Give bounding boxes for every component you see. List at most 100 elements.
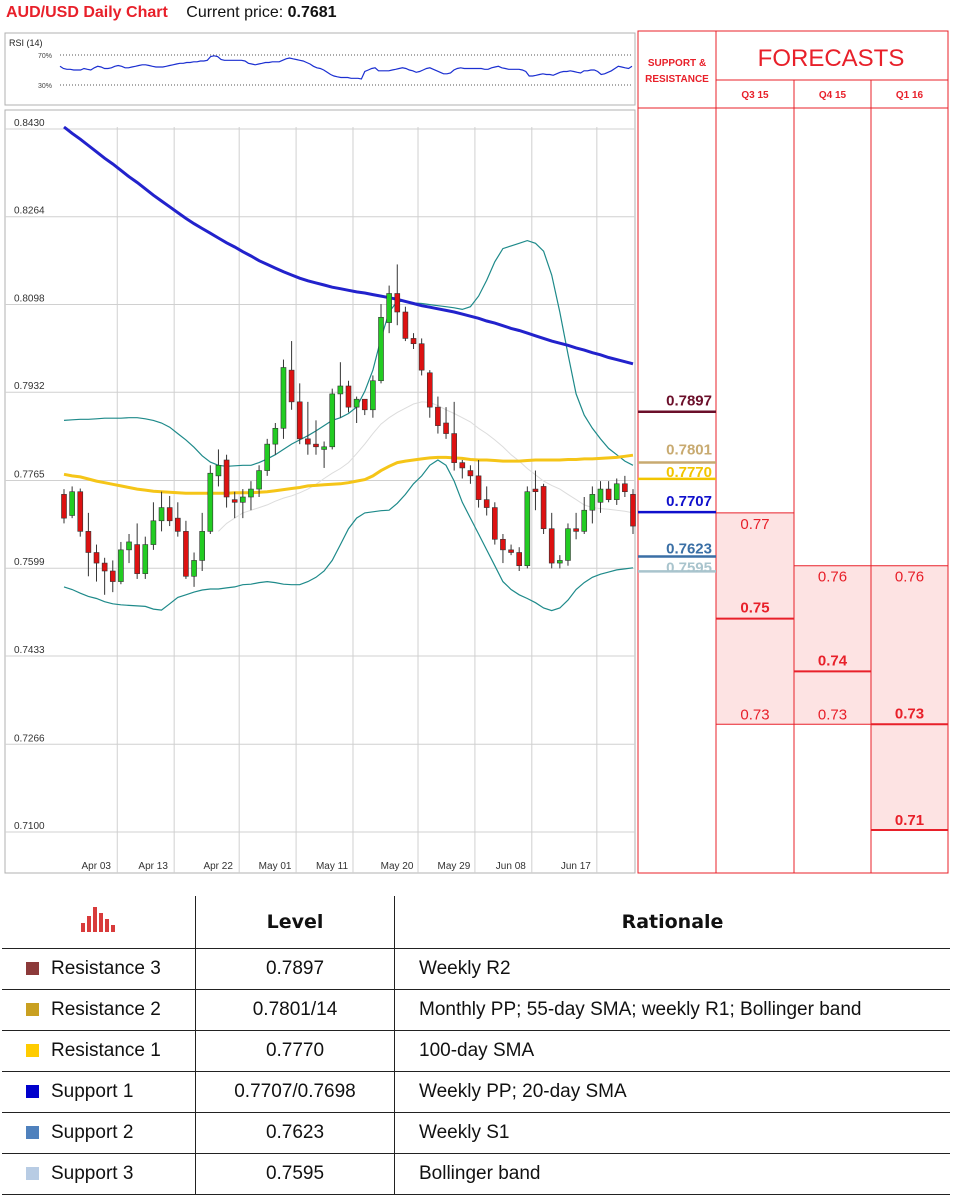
candle-body xyxy=(394,293,401,313)
level-value: 0.7801/14 xyxy=(195,989,395,1031)
level-name: Resistance 2 xyxy=(51,999,161,1020)
x-tick-label: Apr 22 xyxy=(203,861,233,872)
forecast-range-fill xyxy=(794,565,871,725)
sma20-line xyxy=(218,401,634,532)
y-tick-label: 0.8264 xyxy=(14,206,45,217)
candle-body xyxy=(475,475,482,500)
forecast-high-value: 0.76 xyxy=(818,569,847,586)
candle-body xyxy=(313,443,319,448)
forecast-high-value: 0.77 xyxy=(740,516,769,533)
color-swatch xyxy=(26,1167,39,1180)
candle-body xyxy=(305,438,311,445)
rsi-level-30: 30% xyxy=(38,83,52,90)
table-row: Support 2 0.7623 Weekly S1 xyxy=(2,1112,950,1154)
x-tick-label: May 11 xyxy=(316,861,348,872)
forecast-panel: SUPPORT & RESISTANCE FORECASTS Q3 15 Q4 1… xyxy=(637,30,949,874)
candle-body xyxy=(516,552,523,567)
y-tick-label: 0.7765 xyxy=(14,470,45,481)
sr-level-value: 0.7801 xyxy=(666,441,712,458)
candle-body xyxy=(93,552,100,564)
candlesticks xyxy=(61,264,636,595)
candle-body xyxy=(150,520,157,545)
x-axis-labels: Apr 03 Apr 13 Apr 22 May 01 May 11 May 20 May … xyxy=(82,861,592,872)
candle-body xyxy=(248,488,254,498)
y-axis-labels: 0.8430 0.8264 0.8098 0.7932 0.7765 0.7599 0.74… xyxy=(14,118,45,832)
level-name-cell: Resistance 3 xyxy=(2,948,196,990)
sr-level-value: 0.7897 xyxy=(666,393,712,410)
level-name-cell: Resistance 2 xyxy=(2,989,196,1031)
level-value: 0.7595 xyxy=(195,1153,395,1195)
forecast-low-value: 0.73 xyxy=(740,706,769,723)
y-tick-label: 0.7932 xyxy=(14,381,45,392)
sr-header-line2: RESISTANCE xyxy=(645,74,709,85)
candle-body xyxy=(199,531,205,561)
candle-body xyxy=(77,491,84,532)
candle-body xyxy=(101,562,108,572)
candle-body xyxy=(630,494,636,527)
level-rationale: Bollinger band xyxy=(394,1153,950,1195)
candle-body xyxy=(158,507,165,522)
candle-body xyxy=(240,496,246,503)
rsi-panel: RSI (14) 70% 30% xyxy=(4,32,636,106)
candle-body xyxy=(329,393,336,448)
candle-body xyxy=(223,459,230,498)
bar-chart-icon xyxy=(80,907,115,932)
rsi-label: RSI (14) xyxy=(9,38,43,48)
quarter-label: Q4 15 xyxy=(819,90,847,101)
candle-body xyxy=(126,541,132,551)
candle-body xyxy=(142,544,149,574)
color-swatch xyxy=(26,1126,39,1139)
panel-border xyxy=(637,30,949,874)
sma200-line xyxy=(63,125,634,366)
table-row: Resistance 1 0.7770 100-day SMA xyxy=(2,1030,950,1072)
candle-body xyxy=(540,486,547,530)
candle-body xyxy=(524,491,531,567)
vertical-gridlines xyxy=(116,127,598,873)
level-value: 0.7770 xyxy=(195,1030,395,1072)
rsi-line xyxy=(59,55,633,80)
candle-body xyxy=(435,406,441,426)
candle-body xyxy=(175,517,181,532)
candle-body xyxy=(231,499,238,503)
title-row: AUD/USD Daily Chart Current price: 0.768… xyxy=(6,4,337,28)
quarter-labels: Q3 15 Q4 15 Q1 16 xyxy=(741,90,923,101)
candle-body xyxy=(345,385,352,408)
candle-body xyxy=(207,472,214,532)
sr-level-value: 0.7770 xyxy=(666,464,712,481)
x-tick-label: May 20 xyxy=(381,861,414,872)
level-value: 0.7707/0.7698 xyxy=(195,1071,395,1113)
y-tick-label: 0.7100 xyxy=(14,821,45,832)
x-tick-label: Jun 17 xyxy=(561,861,591,872)
forecast-high-value: 0.76 xyxy=(895,569,924,586)
candle-body xyxy=(605,488,612,500)
level-name: Support 2 xyxy=(51,1122,134,1143)
candle-body xyxy=(272,427,279,445)
sr-header-line1: SUPPORT & xyxy=(648,58,706,69)
candle-body xyxy=(69,491,75,516)
candle-body xyxy=(508,549,514,553)
candle-body xyxy=(370,380,376,411)
candle-body xyxy=(418,343,425,371)
candle-body xyxy=(622,483,628,493)
candle-body xyxy=(410,338,417,345)
color-swatch xyxy=(26,1003,39,1016)
candle-body xyxy=(483,499,490,508)
candle-body xyxy=(215,464,222,477)
chart-area: RSI (14) 70% 30% 0.8430 0.8264 0.8098 0.793… xyxy=(4,30,949,874)
forecast-values: 0.77 0.75 0.73 0.76 0.74 0.73 0.76 0.73 0.71 xyxy=(740,516,924,829)
forecast-mid-value: 0.74 xyxy=(818,652,848,669)
candle-body xyxy=(288,369,295,403)
y-tick-label: 0.7433 xyxy=(14,645,45,656)
current-price-label: Current price: xyxy=(186,4,284,21)
x-tick-label: Apr 13 xyxy=(138,861,168,872)
candle-body xyxy=(386,293,392,323)
candle-body xyxy=(378,316,384,382)
level-name-cell: Support 2 xyxy=(2,1112,196,1154)
color-swatch xyxy=(26,962,39,975)
candle-body xyxy=(296,401,303,440)
sr-level-value: 0.7707 xyxy=(666,493,712,510)
candle-body xyxy=(581,509,588,532)
level-rationale: 100-day SMA xyxy=(394,1030,950,1072)
level-name: Resistance 3 xyxy=(51,958,161,979)
